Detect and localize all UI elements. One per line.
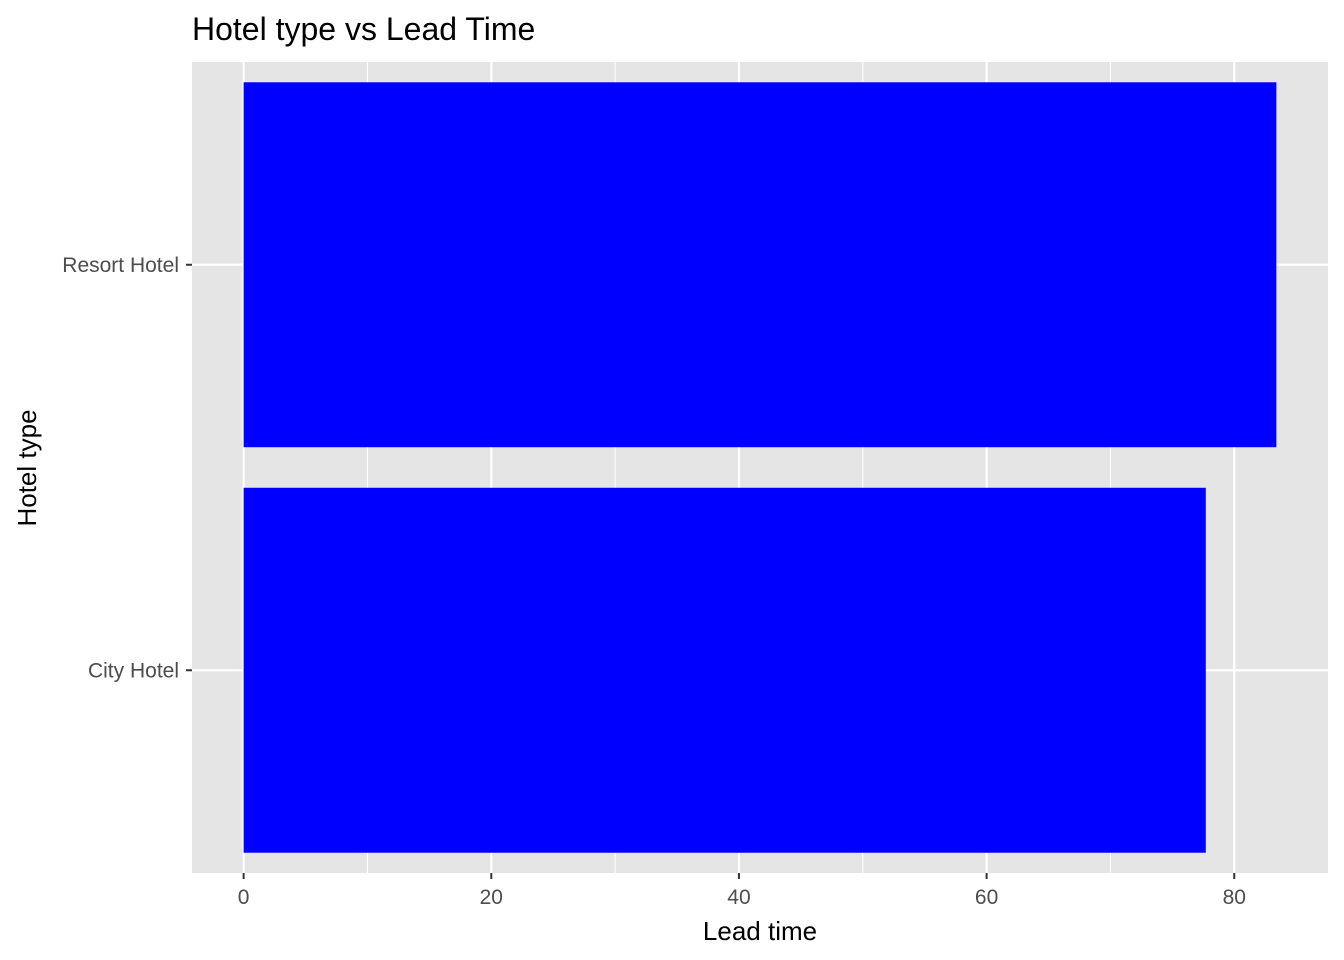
y-tick-label: City Hotel — [88, 659, 179, 682]
y-tick-label: Resort Hotel — [62, 254, 179, 277]
bar-resort-hotel — [243, 82, 1277, 448]
x-tick-label: 60 — [975, 886, 998, 909]
x-axis-title: Lead time — [703, 916, 817, 946]
bars — [243, 82, 1277, 853]
chart-title: Hotel type vs Lead Time — [192, 11, 535, 47]
x-tick-label: 0 — [238, 886, 250, 909]
x-tick-label: 40 — [727, 886, 750, 909]
x-tick-label: 20 — [480, 886, 503, 909]
y-axis-title: Hotel type — [12, 409, 42, 526]
bar-city-hotel — [243, 487, 1206, 853]
x-axis: 0 20 40 60 80 — [238, 873, 1246, 909]
x-tick-label: 80 — [1223, 886, 1246, 909]
y-axis: City Hotel Resort Hotel — [62, 254, 192, 682]
